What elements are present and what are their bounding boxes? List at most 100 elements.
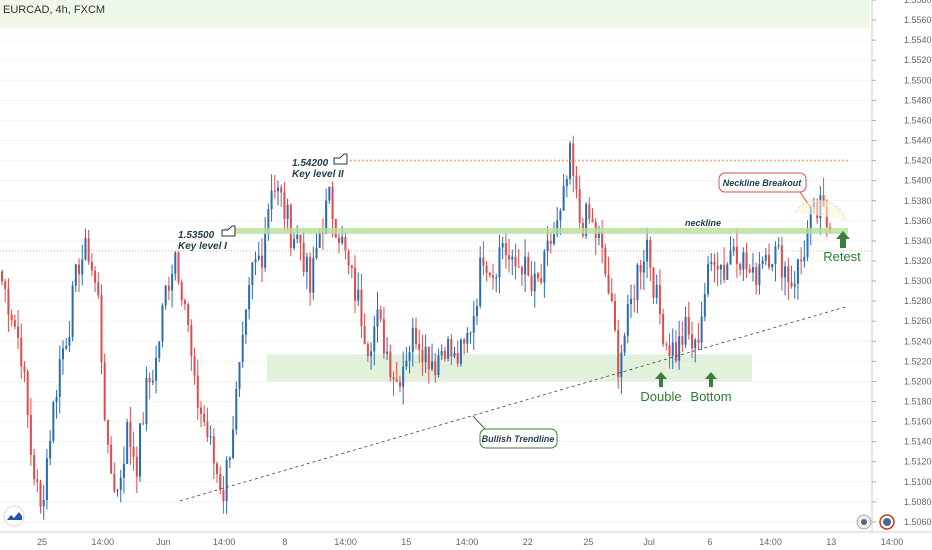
- bull-candle: [623, 335, 626, 353]
- bull-candle: [543, 251, 546, 283]
- bull-candle: [475, 305, 478, 317]
- bear-candle: [575, 175, 578, 190]
- bear-candle: [331, 186, 334, 220]
- bear-candle: [132, 446, 135, 457]
- bull-candle: [729, 250, 732, 265]
- bear-candle: [713, 261, 716, 266]
- bear-candle: [193, 356, 196, 376]
- bull-candle: [139, 423, 141, 477]
- chart-symbol: EURCAD, 4h, FXCM: [3, 4, 105, 16]
- up-arrow-icon: [655, 372, 667, 387]
- bear-candle: [755, 266, 758, 285]
- bull-candle: [700, 316, 703, 343]
- y-tick-label: 1.54800: [904, 95, 932, 105]
- bear-candle: [13, 320, 16, 327]
- bull-candle: [630, 298, 633, 304]
- y-tick-label: 1.53000: [904, 276, 932, 286]
- bull-candle: [155, 357, 158, 381]
- settings-icon[interactable]: [856, 514, 872, 530]
- bear-candle: [768, 254, 771, 268]
- bull-candle: [472, 316, 475, 333]
- bear-candle: [658, 284, 661, 315]
- x-tick-label: 14:00: [881, 537, 904, 547]
- bear-candle: [212, 436, 215, 464]
- bull-candle: [81, 259, 84, 275]
- bull-candle: [707, 263, 710, 295]
- price-axis[interactable]: 1.55800 1.55600 1.55400 1.55200 1.55000 1.548…: [872, 0, 932, 527]
- bear-candle: [735, 246, 738, 265]
- overlay: [0, 159, 872, 502]
- bear-candle: [617, 330, 620, 378]
- key-level-2-price: 1.54200: [292, 158, 329, 169]
- y-tick-label: 1.55000: [904, 75, 932, 85]
- bull-candle: [318, 231, 321, 248]
- bear-candle: [90, 261, 93, 271]
- bull-candle: [45, 458, 48, 501]
- retest-label: Retest: [823, 249, 861, 264]
- bear-candle: [187, 304, 190, 325]
- y-tick-label: 1.51800: [904, 397, 932, 407]
- bear-candle: [591, 218, 594, 223]
- bear-candle: [549, 240, 552, 244]
- bear-candle: [23, 366, 26, 372]
- bear-candle: [450, 338, 453, 357]
- bull-candle: [164, 285, 167, 306]
- bull-candle: [694, 339, 697, 349]
- bull-candle: [655, 284, 658, 298]
- y-tick-label: 1.52200: [904, 356, 932, 366]
- candles: [1, 135, 831, 520]
- key-level-1-label: Key level I: [178, 241, 227, 252]
- bull-candle: [122, 463, 125, 478]
- bear-candle: [1, 271, 3, 282]
- bear-candle: [39, 481, 42, 507]
- bear-candle: [652, 267, 655, 298]
- bear-candle: [302, 242, 305, 273]
- bear-candle: [780, 245, 783, 278]
- bull-candle: [238, 362, 241, 389]
- bear-candle: [601, 232, 604, 248]
- x-tick-label: Jun: [156, 537, 171, 547]
- bull-candle: [158, 341, 161, 358]
- y-tick-label: 1.50800: [904, 497, 932, 507]
- bear-candle: [309, 257, 312, 293]
- bull-candle: [437, 355, 440, 376]
- bear-candle: [382, 319, 385, 354]
- time-axis[interactable]: 25 14:00 Jun 14:00 8 14:00 15 14:00 22 25 Jul 6 14:0…: [37, 537, 903, 547]
- bear-candle: [344, 236, 347, 251]
- bear-candle: [10, 314, 13, 321]
- bear-candle: [366, 344, 369, 356]
- bull-candle: [431, 361, 434, 370]
- bear-candle: [610, 293, 613, 302]
- bear-candle: [536, 273, 539, 279]
- bull-candle: [562, 186, 565, 211]
- bear-candle: [97, 282, 100, 296]
- bull-candle: [296, 234, 299, 240]
- demand-zone: [267, 354, 752, 382]
- bull-candle: [171, 274, 174, 291]
- bull-candle: [84, 238, 87, 260]
- bull-candle: [585, 204, 588, 236]
- bull-candle: [126, 422, 129, 464]
- bear-candle: [216, 463, 219, 474]
- bear-candle: [418, 344, 421, 350]
- bull-candle: [161, 305, 164, 342]
- bull-candle: [357, 289, 360, 301]
- tradingview-logo-icon: [3, 505, 25, 527]
- bull-candle: [174, 252, 177, 275]
- bear-candle: [190, 324, 193, 357]
- bull-candle: [257, 255, 260, 260]
- bear-candle: [395, 379, 398, 382]
- bull-candle: [511, 256, 514, 260]
- bear-candle: [129, 422, 132, 447]
- bear-candle: [398, 381, 401, 387]
- bull-candle: [315, 247, 318, 258]
- bear-candle: [219, 473, 222, 491]
- bear-candle: [492, 275, 495, 278]
- bear-candle: [739, 264, 742, 270]
- x-tick-label: 22: [523, 537, 533, 547]
- bull-candle: [408, 351, 411, 361]
- bull-candle: [597, 232, 600, 239]
- timezone-icon[interactable]: [879, 514, 895, 530]
- bear-candle: [280, 187, 283, 193]
